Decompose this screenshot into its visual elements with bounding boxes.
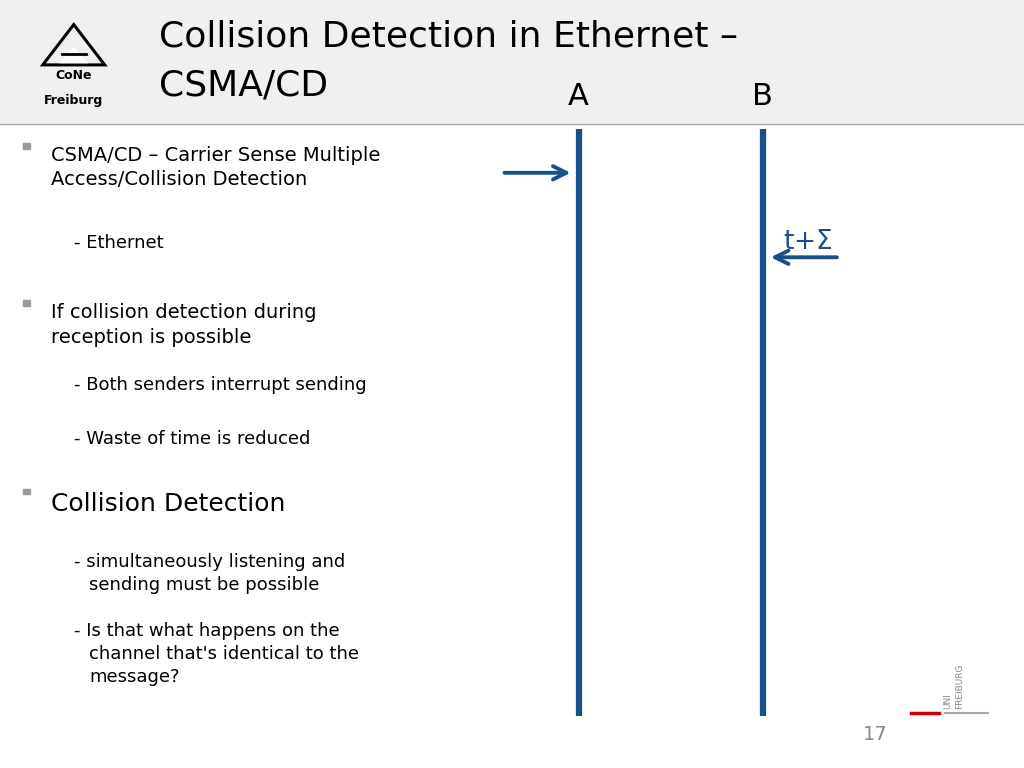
Text: message?: message?: [89, 668, 179, 686]
Text: - Waste of time is reduced: - Waste of time is reduced: [74, 430, 310, 448]
Bar: [23, 488, 31, 495]
Bar: [23, 300, 31, 306]
Text: - Ethernet: - Ethernet: [74, 234, 164, 252]
Polygon shape: [59, 47, 88, 63]
Text: channel that's identical to the: channel that's identical to the: [89, 645, 359, 663]
Text: - Is that what happens on the: - Is that what happens on the: [74, 622, 339, 640]
Text: A: A: [568, 82, 589, 111]
Bar: [23, 143, 31, 149]
Bar: [0, 0, 1024, 124]
Text: CoNe: CoNe: [55, 69, 92, 82]
Text: reception is possible: reception is possible: [51, 328, 252, 347]
Text: CSMA/CD: CSMA/CD: [159, 68, 328, 102]
Text: FREIBURG: FREIBURG: [955, 664, 965, 709]
Text: CSMA/CD – Carrier Sense Multiple: CSMA/CD – Carrier Sense Multiple: [51, 146, 381, 165]
Text: B: B: [753, 82, 773, 111]
Text: t+$\Sigma$: t+$\Sigma$: [783, 229, 833, 255]
Text: - simultaneously listening and: - simultaneously listening and: [74, 553, 345, 571]
Text: Access/Collision Detection: Access/Collision Detection: [51, 170, 307, 190]
Text: - Both senders interrupt sending: - Both senders interrupt sending: [74, 376, 367, 394]
Text: Collision Detection in Ethernet –: Collision Detection in Ethernet –: [159, 20, 737, 54]
Text: If collision detection during: If collision detection during: [51, 303, 316, 323]
Text: Freiburg: Freiburg: [44, 94, 103, 108]
Text: UNI: UNI: [943, 693, 952, 709]
Text: 17: 17: [863, 726, 888, 744]
Text: Collision Detection: Collision Detection: [51, 492, 286, 515]
Text: sending must be possible: sending must be possible: [89, 576, 319, 594]
